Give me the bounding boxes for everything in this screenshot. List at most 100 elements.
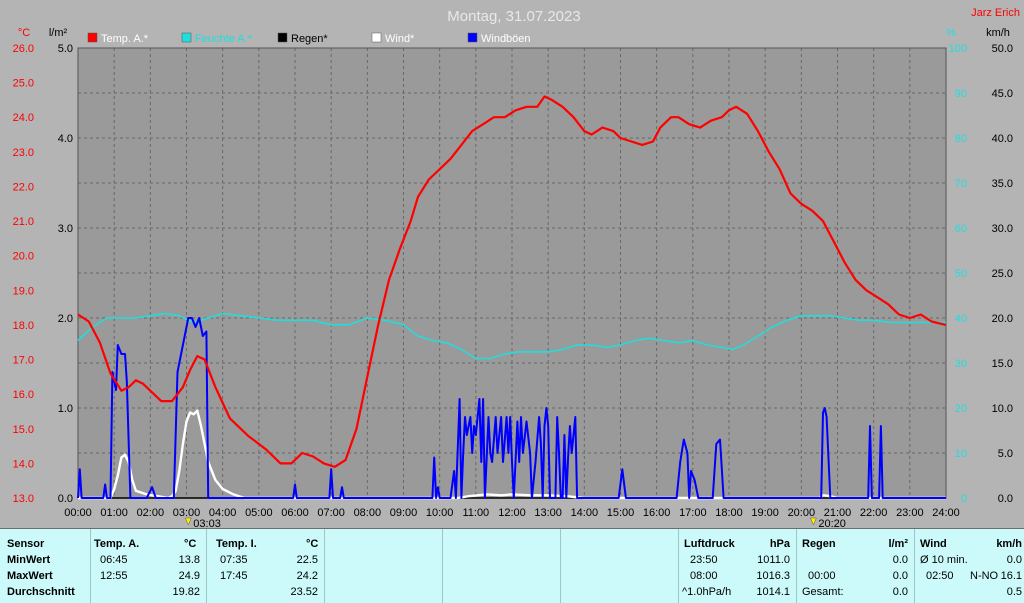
- x-tick-label: 24:00: [932, 507, 960, 519]
- temp-tick-label: 15.0: [13, 424, 34, 436]
- temp-a-header: Temp. A.: [94, 538, 140, 550]
- legend-swatch: [371, 32, 382, 43]
- hum-tick-label: 20: [955, 403, 967, 415]
- temp-a-avg: 19.82: [172, 586, 200, 598]
- wind-tick-label: 20.0: [992, 313, 1013, 325]
- hum-tick-label: 90: [955, 88, 967, 100]
- pressure-max-time: 08:00: [690, 570, 718, 582]
- temp-i-avg: 23.52: [290, 586, 318, 598]
- temp-tick-label: 16.0: [13, 389, 34, 401]
- sensor-header: Sensor: [7, 538, 45, 550]
- x-tick-label: 01:00: [100, 507, 128, 519]
- stats-panel: Sensor MinWert MaxWert Durchschnitt Temp…: [0, 528, 1024, 603]
- temp-tick-label: 13.0: [13, 493, 34, 505]
- temp-tick-label: 21.0: [13, 216, 34, 228]
- wind-max-val: 16.1: [1000, 570, 1022, 582]
- wind-tick-label: 25.0: [992, 268, 1013, 280]
- series-line-windb-en: [77, 317, 946, 499]
- sensor-max-label: MaxWert: [7, 570, 53, 582]
- sensor-avg-label: Durchschnitt: [7, 586, 75, 598]
- wind-tick-label: 10.0: [992, 403, 1013, 415]
- temp-tick-label: 26.0: [13, 43, 34, 55]
- rain-tick-label: 2.0: [58, 313, 73, 325]
- x-tick-label: 16:00: [643, 507, 671, 519]
- x-tick-label: 11:00: [462, 507, 489, 519]
- stats-col-pressure: Luftdruck hPa 23:50 1011.0 08:00 1016.3 …: [678, 529, 797, 603]
- hum-tick-label: 50: [955, 268, 967, 280]
- hum-unit-label: %: [946, 27, 956, 39]
- temp-i-min-val: 22.5: [296, 554, 318, 566]
- wind-max-dir: N-NO: [970, 570, 999, 582]
- wind-tick-label: 0.0: [998, 493, 1013, 505]
- axis-ticks: 26.0 25.0 24.0 23.0 22.0 21.0 20.0 19.0 18.0 17.0…: [13, 43, 1013, 519]
- pressure-min-time: 23:50: [690, 554, 718, 566]
- series-line-feuchte-a: [77, 312, 946, 360]
- wind-tick-label: 35.0: [992, 178, 1013, 190]
- rain-total-label: Gesamt:: [802, 586, 844, 598]
- rain-tick-label: 4.0: [58, 133, 73, 145]
- temp-i-max-time: 17:45: [220, 570, 248, 582]
- x-tick-label: 21:00: [824, 507, 852, 519]
- legend: Temp. A.* Feuchte A.* Regen* Wind* Windböen: [87, 32, 531, 45]
- hum-tick-label: 100: [949, 43, 967, 55]
- temp-i-header: Temp. I.: [216, 538, 257, 550]
- x-tick-label: 09:00: [390, 507, 418, 519]
- stats-col-empty-1: [324, 529, 443, 603]
- x-tick-label: 06:00: [281, 507, 309, 519]
- rain-tick-label: 5.0: [58, 43, 73, 55]
- wind-avg10-val: 0.0: [1006, 554, 1022, 566]
- x-tick-label: 08:00: [354, 507, 382, 519]
- hum-tick-label: 40: [955, 313, 967, 325]
- temp-a-min-time: 06:45: [100, 554, 128, 566]
- stats-col-temp-a: Temp. A. °C 06:45 13.8 12:55 24.9 19.82: [90, 529, 207, 603]
- hum-tick-label: 80: [955, 133, 967, 145]
- pressure-header: Luftdruck: [684, 538, 735, 550]
- temp-i-max-val: 24.2: [296, 570, 318, 582]
- stats-col-empty-2: [442, 529, 561, 603]
- rain-tick-label: 1.0: [58, 403, 73, 415]
- stats-col-temp-i: Temp. I. °C 07:35 22.5 17:45 24.2 23.52: [206, 529, 325, 603]
- pressure-unit: hPa: [769, 538, 790, 550]
- pressure-max-val: 1016.3: [756, 570, 790, 582]
- stats-col-rain: Regen l/m² 0.0 00:00 0.0 Gesamt: 0.0: [796, 529, 915, 603]
- sensor-min-label: MinWert: [7, 554, 51, 566]
- legend-swatch: [181, 32, 192, 43]
- x-tick-label: 15:00: [607, 507, 635, 519]
- x-tick-label: 04:00: [209, 507, 237, 519]
- temp-unit-label: °C: [18, 27, 30, 39]
- grid: [77, 47, 947, 499]
- x-tick-label: 18:00: [715, 507, 743, 519]
- temp-i-min-time: 07:35: [220, 554, 248, 566]
- series-group: [77, 95, 947, 500]
- sunrise-icon: [184, 517, 192, 526]
- x-tick-label: 14:00: [571, 507, 599, 519]
- temp-a-max-time: 12:55: [100, 570, 128, 582]
- temp-tick-label: 22.0: [13, 181, 34, 193]
- temp-i-unit: °C: [306, 538, 319, 550]
- x-tick-label: 07:00: [317, 507, 345, 519]
- rain-max-time: 00:00: [808, 570, 836, 582]
- wind-tick-label: 40.0: [992, 133, 1013, 145]
- x-tick-label: 17:00: [679, 507, 707, 519]
- x-tick-label: 10:00: [426, 507, 454, 519]
- hum-tick-label: 30: [955, 358, 967, 370]
- rain-tick-label: 3.0: [58, 223, 73, 235]
- hum-tick-label: 10: [955, 448, 967, 460]
- temp-a-max-val: 24.9: [178, 570, 200, 582]
- x-tick-label: 20:00: [788, 507, 816, 519]
- chart-title: Montag, 31.07.2023: [447, 8, 580, 25]
- pressure-trend-label: ^1.0hPa/h: [682, 586, 732, 598]
- wind-tick-label: 45.0: [992, 88, 1013, 100]
- x-tick-label: 19:00: [751, 507, 779, 519]
- legend-label: Temp. A.*: [101, 33, 149, 45]
- legend-label: Wind*: [385, 33, 415, 45]
- wind-tick-label: 50.0: [992, 43, 1013, 55]
- rain-unit: l/m²: [888, 538, 908, 550]
- sunset-label: 20:20: [818, 518, 846, 528]
- rain-total-val: 0.0: [892, 586, 908, 598]
- temp-tick-label: 25.0: [13, 78, 34, 90]
- pressure-min-val: 1011.0: [757, 554, 790, 566]
- hum-tick-label: 70: [955, 178, 967, 190]
- temp-tick-label: 14.0: [13, 458, 34, 470]
- x-tick-label: 02:00: [137, 507, 165, 519]
